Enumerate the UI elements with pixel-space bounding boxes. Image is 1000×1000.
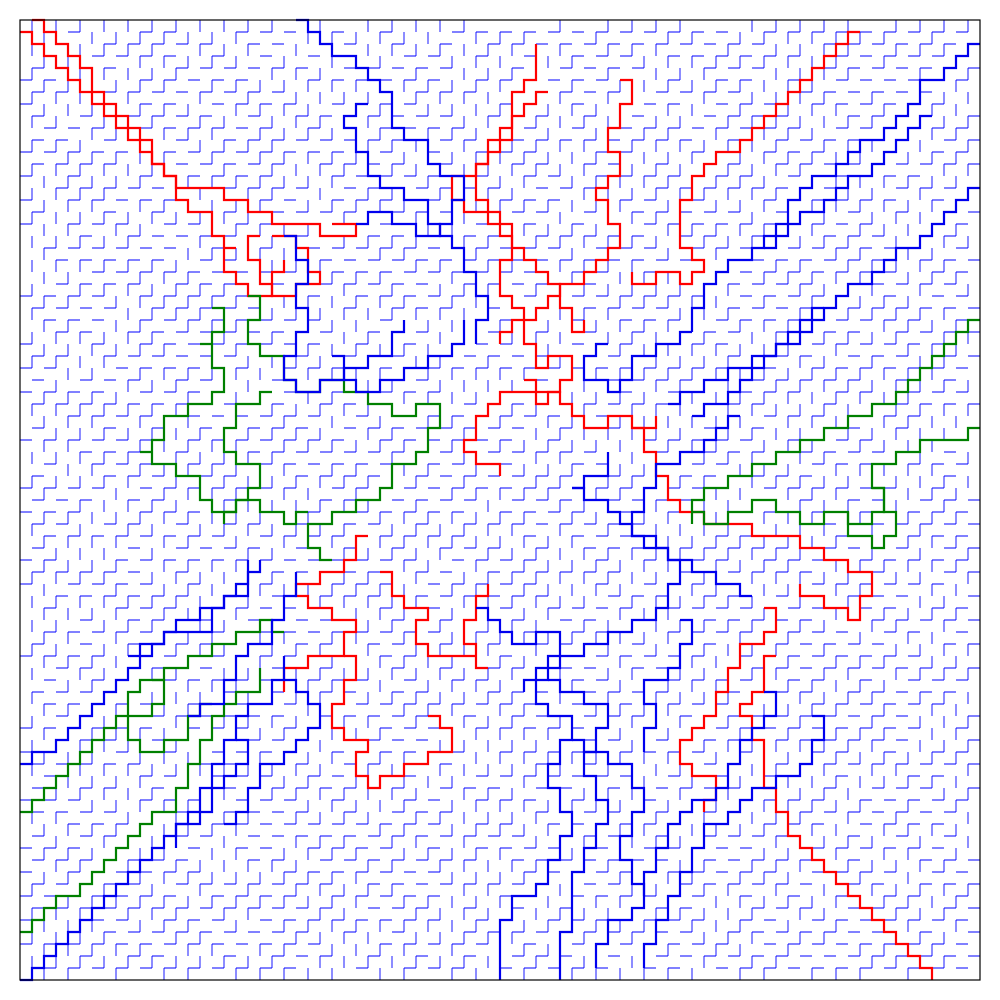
blue-path-47 <box>572 452 610 490</box>
highlighted-paths-layer <box>20 18 980 982</box>
blue-path-29 <box>20 656 286 982</box>
green-path-19 <box>20 668 262 934</box>
blue-path-36 <box>668 186 980 406</box>
green-path-18 <box>20 618 284 814</box>
blue-path-41 <box>476 606 574 980</box>
blue-path-25 <box>342 102 490 344</box>
red-path-10 <box>678 606 778 812</box>
red-path-11 <box>738 654 934 980</box>
green-path-16 <box>246 294 442 562</box>
green-path-22 <box>692 426 980 526</box>
red-path-6 <box>498 78 634 344</box>
blue-path-27 <box>332 320 466 394</box>
blue-path-44 <box>642 618 694 752</box>
red-path-13 <box>380 570 490 670</box>
green-path-23 <box>846 486 898 550</box>
red-path-4 <box>462 44 574 476</box>
red-path-2 <box>20 30 286 298</box>
green-path-17 <box>222 390 272 524</box>
green-path-15 <box>140 306 308 526</box>
red-path-12 <box>282 534 368 692</box>
blue-path-34 <box>690 42 980 332</box>
blue-path-33 <box>224 678 322 826</box>
blue-path-46 <box>642 714 826 968</box>
green-path-20 <box>126 678 212 754</box>
red-path-14 <box>330 654 454 790</box>
blue-path-30 <box>128 560 250 658</box>
blue-path-35 <box>764 114 932 250</box>
blue-path-31 <box>188 572 298 718</box>
blue-path-38 <box>582 330 692 394</box>
blue-path-40 <box>522 486 682 692</box>
blue-path-39 <box>630 414 752 598</box>
red-path-8 <box>630 30 860 286</box>
blue-path-45 <box>642 690 778 896</box>
blue-path-24 <box>296 18 466 238</box>
blue-path-42 <box>548 678 610 980</box>
blue-path-32 <box>174 738 250 848</box>
blue-path-43 <box>572 738 646 968</box>
green-path-21 <box>690 318 980 524</box>
blue-path-26 <box>282 234 406 394</box>
blue-path-37 <box>692 306 824 418</box>
maze-frame <box>19 19 981 981</box>
red-path-9 <box>632 426 874 622</box>
